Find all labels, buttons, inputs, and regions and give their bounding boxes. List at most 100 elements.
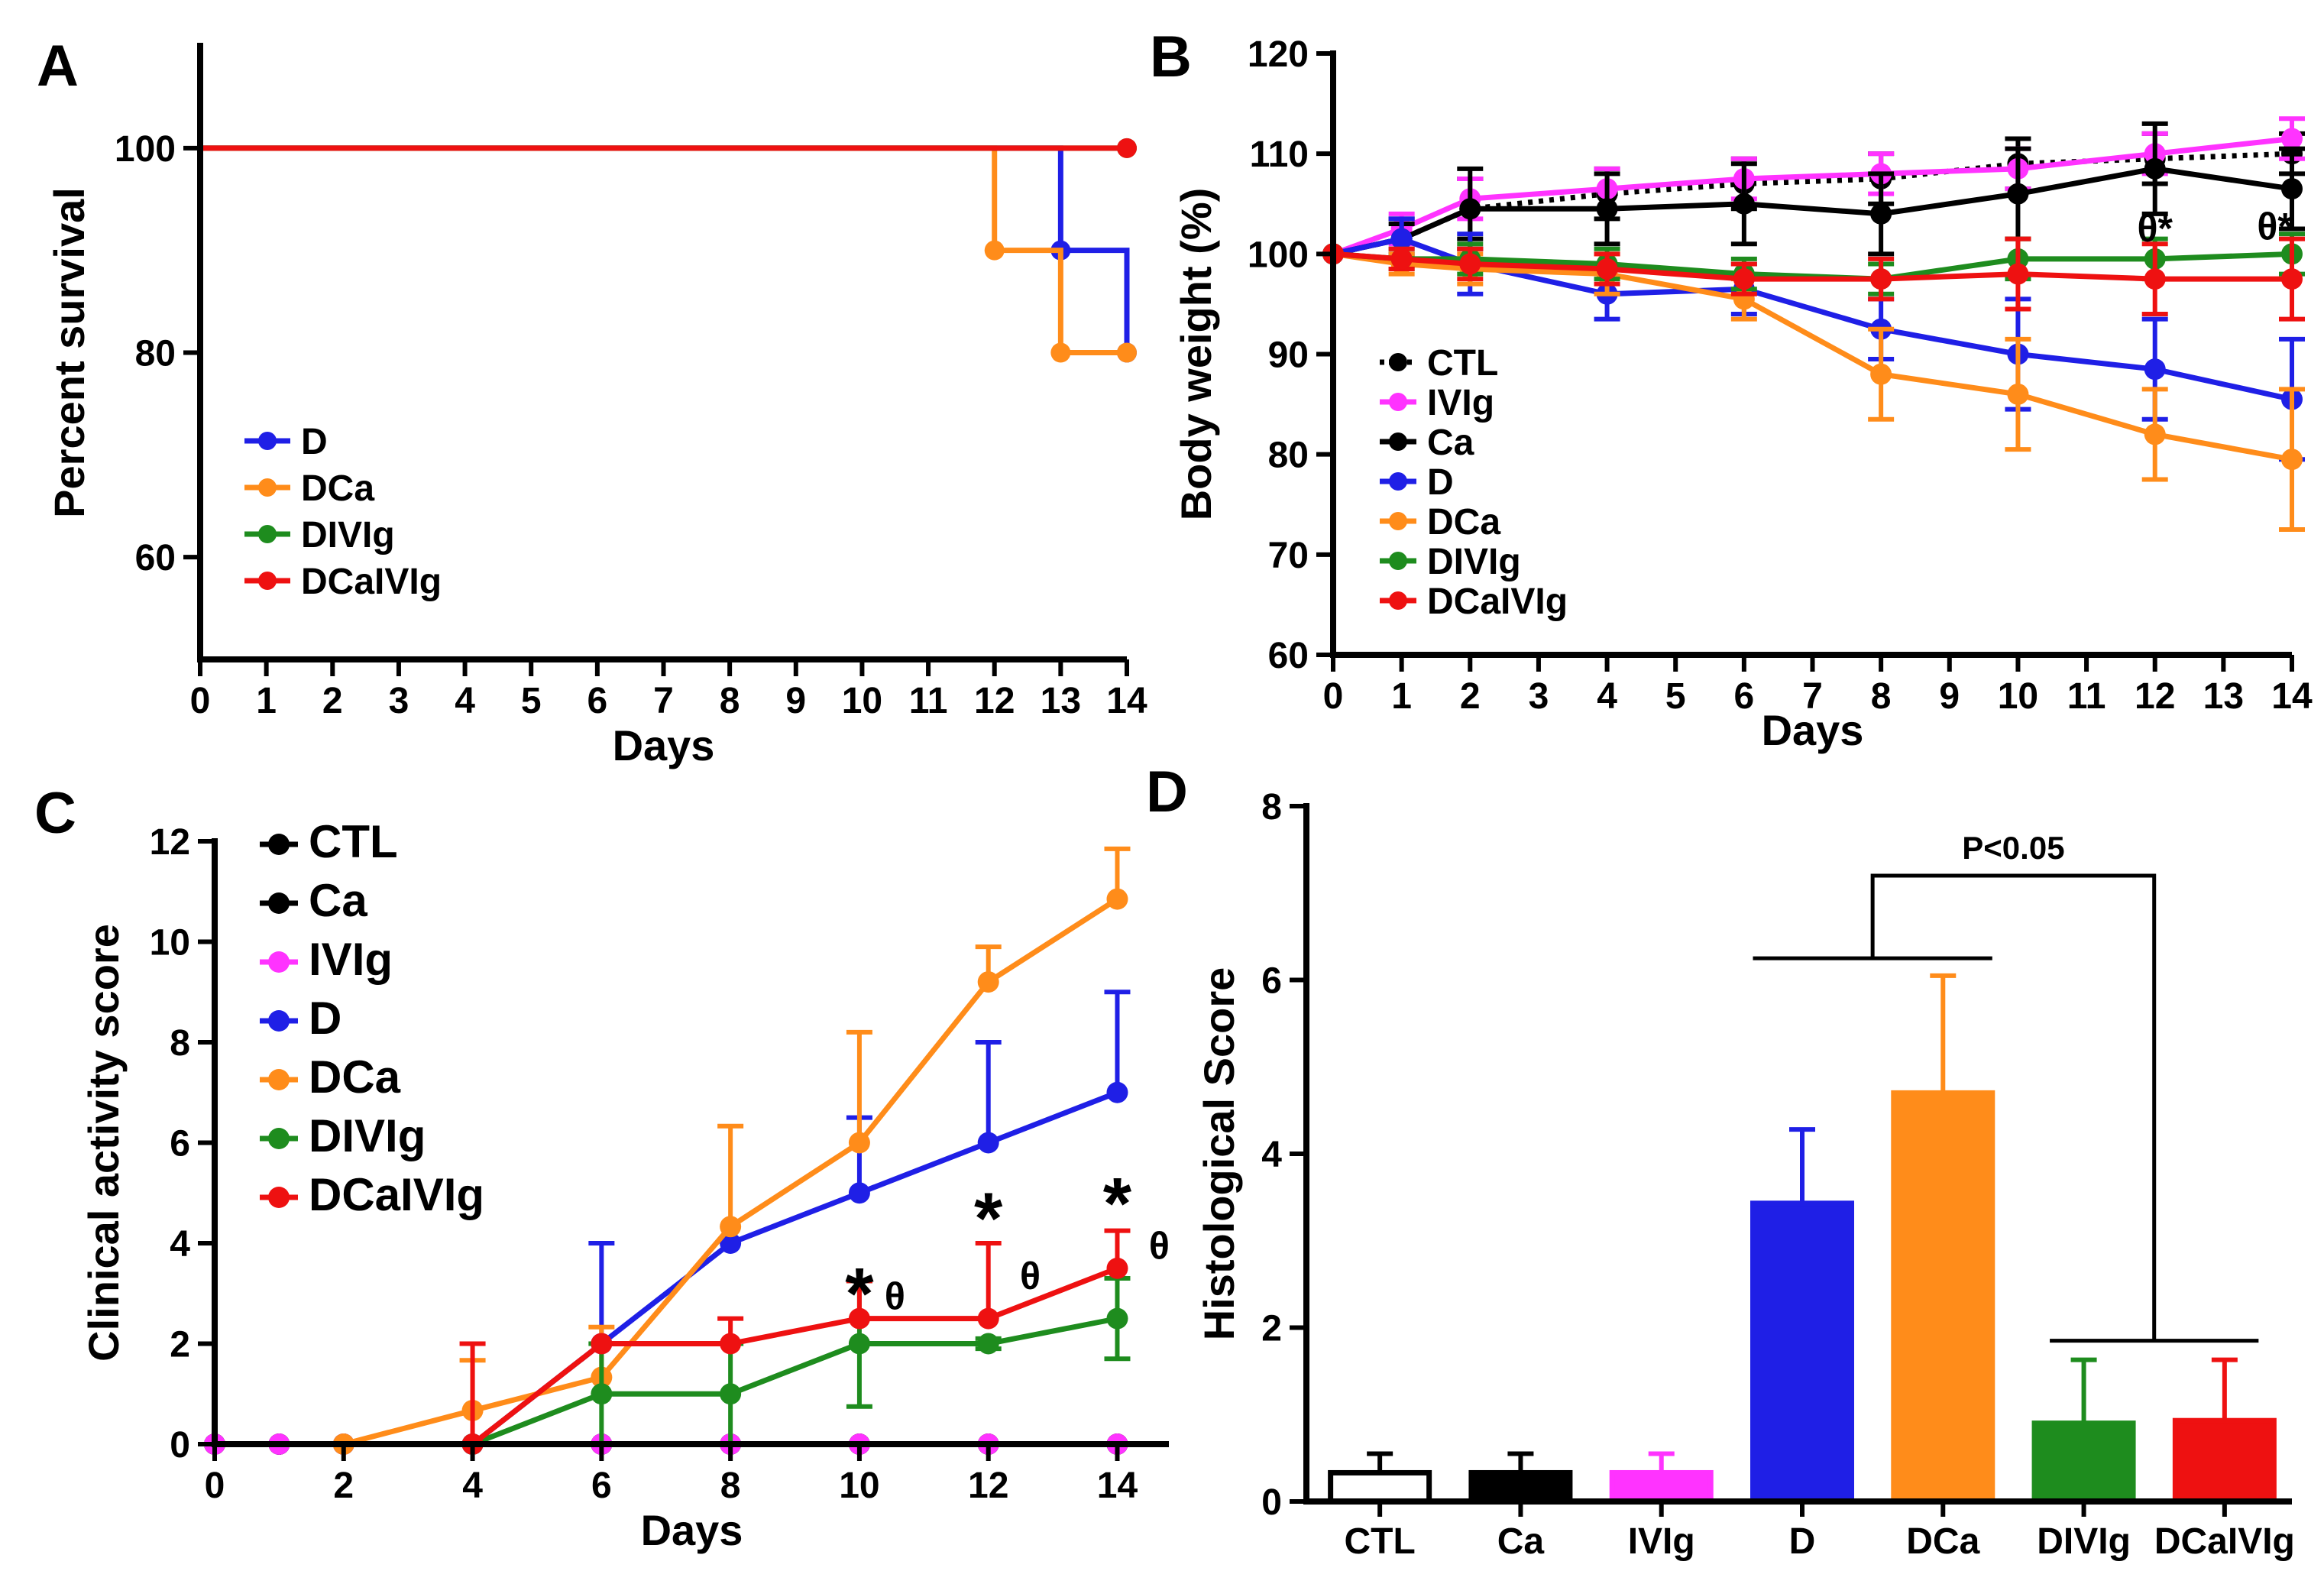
- panel-b-legend-label-dca: DCa: [1427, 502, 1500, 543]
- panel-b-x-tick-label: 3: [1529, 676, 1549, 717]
- panel-b-legend-marker-d: [1389, 472, 1407, 491]
- panel-a-x-axis-title: Days: [613, 721, 715, 769]
- panel-c-x-axis-title: Days: [641, 1506, 743, 1554]
- panel-b-legend-marker-ivig: [1389, 393, 1407, 411]
- panel-a-x-tick-label: 11: [909, 681, 948, 721]
- panel-a-y-tick-label: 80: [135, 334, 176, 374]
- panel-b-legend-marker-divig: [1389, 552, 1407, 570]
- panel-b-point-ca: [2007, 183, 2029, 205]
- panel-c-y-tick-label: 2: [170, 1325, 190, 1365]
- panel-c-legend: CTL Ca IVIg D DCa DIVIg DCaIVIg: [260, 816, 484, 1220]
- panel-a-survival-chart: A0 1 2 3 4 5 6 7 8 9 10 11 12 13 146080100DaysPercent …: [37, 34, 1147, 769]
- panel-c-point-dcaivig: [848, 1307, 870, 1330]
- panel-c-y-tick-label: 6: [170, 1124, 190, 1164]
- panel-a-x-tick-label: 5: [521, 681, 542, 721]
- panel-b-legend-label-ivig: IVIg: [1427, 383, 1494, 423]
- panel-b-point-dcaivig: [2144, 268, 2166, 290]
- panel-b-x-tick-label: 4: [1597, 676, 1617, 717]
- panel-a-legend-label-dca: DCa: [301, 468, 374, 509]
- panel-d-bar-ivig: [1609, 1469, 1714, 1505]
- panel-c-point-divig: [977, 1333, 999, 1355]
- panel-b-x-tick-label: 2: [1460, 676, 1481, 717]
- panel-a-x-tick-label: 9: [785, 681, 806, 721]
- panel-a-legend-marker-divig: [258, 525, 277, 543]
- panel-b-x-tick-label: 12: [2135, 676, 2175, 717]
- panel-a-series-dcaivig: [200, 138, 1137, 158]
- panel-b-x-tick-label: 6: [1734, 676, 1755, 717]
- panel-b-x-tick-label: 13: [2203, 676, 2244, 717]
- panel-c-point-dcaivig: [720, 1333, 742, 1355]
- panel-b-point-dcaivig: [1870, 268, 1892, 290]
- panel-c-legend-label-ca: Ca: [309, 875, 367, 926]
- panel-b-point-dcaivig: [1596, 258, 1618, 280]
- panel-c-y-tick-label: 4: [170, 1224, 190, 1265]
- panel-c-point-dcaivig: [977, 1307, 999, 1330]
- panel-c-point-d: [848, 1182, 870, 1204]
- panel-b-y-tick-label: 70: [1268, 536, 1309, 576]
- panel-b-legend-label-d: D: [1427, 462, 1454, 503]
- panel-a-legend: D DCa DIVIg DCaIVIg: [244, 422, 442, 602]
- panel-b-point-ca: [2281, 178, 2303, 200]
- panel-c-x-tick-label: 14: [1097, 1466, 1138, 1506]
- panel-a-legend-label-divig: DIVIg: [301, 515, 395, 556]
- panel-b-point-dca: [2007, 383, 2029, 405]
- panel-c-line-divig: [471, 1316, 1118, 1447]
- panel-b-y-axis-title: Body weight (%): [1172, 188, 1220, 521]
- panel-a-x-tick-label: 0: [190, 681, 211, 721]
- panel-d-bar-dca: [1891, 1090, 1995, 1505]
- panel-a-point-dca: [1050, 342, 1071, 363]
- panel-b-y-tick-label: 60: [1268, 636, 1309, 676]
- panel-c-label: C: [34, 781, 76, 846]
- panel-b-legend-marker-ctl: [1389, 353, 1407, 371]
- panel-c-legend-marker-dca: [268, 1069, 290, 1090]
- panel-c-y-axis-title: Clinical activity score: [79, 924, 128, 1362]
- panel-d-x-tick-label: Ca: [1497, 1521, 1545, 1562]
- panel-a-series-dca: [200, 145, 1137, 363]
- panel-b-legend-marker-dca: [1389, 512, 1407, 530]
- panel-c-point-dcaivig: [591, 1333, 613, 1355]
- panel-b-annotation: θ*: [2137, 207, 2173, 250]
- panel-b-legend-marker-dcaivig: [1389, 591, 1407, 610]
- panel-b-point-d: [2144, 358, 2166, 381]
- panel-d-y-tick-label: 2: [1261, 1309, 1282, 1349]
- panel-c-point-d: [720, 1233, 742, 1254]
- panel-d-y-tick-label: 4: [1261, 1135, 1282, 1175]
- panel-c-point-dcaivig: [1106, 1257, 1128, 1279]
- panel-a-x-tick-label: 8: [720, 681, 740, 721]
- panel-d-x-tick-label: DCa: [1906, 1521, 1979, 1562]
- panel-a-x-tick-label: 12: [974, 681, 1015, 721]
- panel-d-x-tick-label: DIVIg: [2037, 1521, 2131, 1562]
- panel-a-x-tick-label: 7: [653, 681, 674, 721]
- panel-b-x-tick-label: 14: [2271, 676, 2313, 717]
- panel-c-legend-label-ivig: IVIg: [309, 934, 393, 985]
- panel-c-x-tick-label: 6: [591, 1466, 612, 1506]
- panel-b-x-tick-label: 11: [2067, 676, 2106, 717]
- panel-c-annotation: *: [974, 1178, 1003, 1260]
- panel-c-point-divig: [720, 1383, 742, 1405]
- panel-a-x-tick-label: 6: [587, 681, 608, 721]
- panel-b-label: B: [1150, 24, 1192, 89]
- panel-c-y-tick-label: 10: [150, 923, 190, 964]
- panel-b-point-dcaivig: [1733, 268, 1755, 290]
- panel-a-point-dca: [1117, 342, 1137, 363]
- panel-c-x-tick-label: 10: [839, 1466, 879, 1506]
- panel-b-x-axis-title: Days: [1762, 706, 1864, 754]
- panel-b-x-tick-label: 10: [1998, 676, 2038, 717]
- panel-d-x-tick-label: DCaIVIg: [2154, 1521, 2295, 1562]
- panel-b-point-dca: [2144, 423, 2166, 445]
- panel-d-bar-divig: [2031, 1420, 2136, 1505]
- panel-d-bar-ca: [1468, 1469, 1573, 1505]
- panel-a-y-tick-label: 60: [135, 538, 176, 578]
- panel-a-x-tick-label: 2: [322, 681, 343, 721]
- panel-b-point-ca: [2144, 157, 2166, 180]
- panel-d-bar-d: [1750, 1200, 1854, 1505]
- panel-b-x-tick-label: 8: [1871, 676, 1892, 717]
- panel-c-point-dca: [977, 971, 999, 993]
- panel-a-x-tick-label: 1: [256, 681, 277, 721]
- panel-c-x-tick-label: 2: [333, 1466, 354, 1506]
- panel-a-x-tick-label: 13: [1041, 681, 1081, 721]
- panel-d-y-tick-label: 8: [1261, 787, 1282, 828]
- panel-b-legend-label-ctl: CTL: [1427, 343, 1498, 384]
- panel-c-clinical-activity-chart: C 0 2 4 6 8 10 12 14 0 2 4 6 8 10 12 Days Clinical activi…: [34, 781, 1170, 1554]
- panel-b-x-tick-label: 9: [1939, 676, 1960, 717]
